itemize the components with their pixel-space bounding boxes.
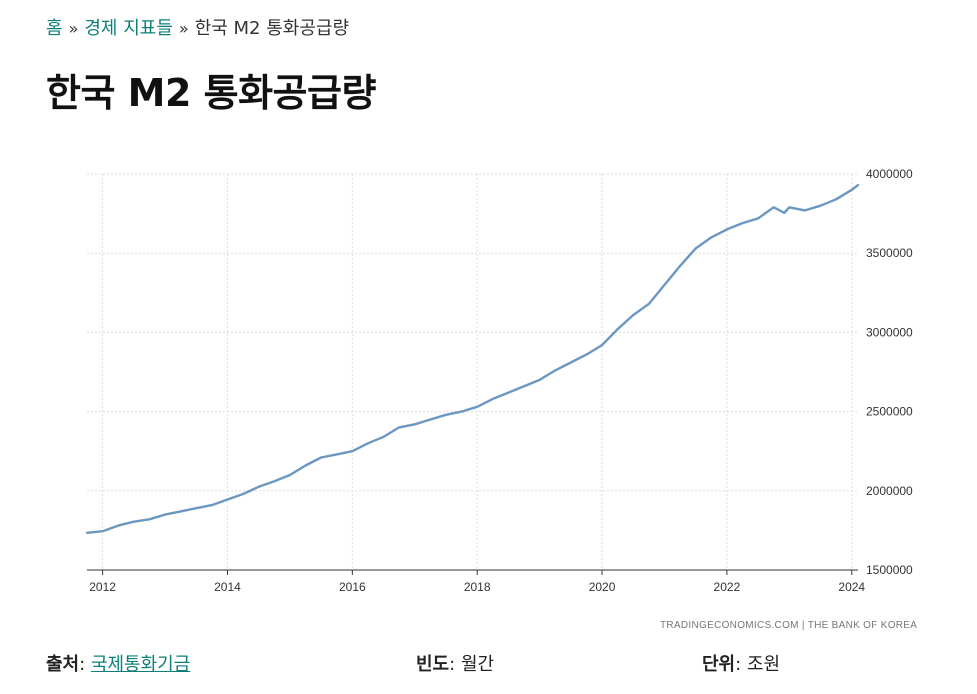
- chart-credit: TRADINGECONOMICS.COM | THE BANK OF KOREA: [660, 620, 917, 631]
- x-tick-label: 2014: [214, 580, 241, 594]
- meta-unit-label: 단위: [702, 654, 736, 675]
- y-tick-label: 3500000: [866, 246, 913, 260]
- breadcrumb-separator: »: [178, 19, 189, 38]
- x-tick-label: 2024: [838, 580, 865, 594]
- credit-provider: TRADINGECONOMICS.COM: [660, 620, 799, 631]
- y-tick-label: 2500000: [866, 405, 913, 419]
- x-tick-label: 2012: [89, 580, 116, 594]
- x-tick-label: 2016: [339, 580, 366, 594]
- x-tick-label: 2020: [589, 580, 616, 594]
- meta-frequency-label: 빈도: [416, 654, 450, 675]
- meta-unit-value: 조원: [746, 654, 781, 675]
- x-tick-label: 2018: [464, 580, 491, 594]
- breadcrumb-current: 한국 M2 통화공급량: [194, 18, 350, 39]
- meta-source: 출처: 국제통화기금: [46, 650, 190, 676]
- meta-unit: 단위: 조원: [702, 650, 780, 676]
- credit-divider: |: [801, 620, 805, 631]
- meta-frequency: 빈도: 월간: [416, 650, 494, 676]
- chart-grid: [87, 173, 858, 571]
- chart-series: [85, 183, 860, 534]
- meta-colon: :: [735, 654, 742, 675]
- y-tick-label: 2000000: [866, 484, 913, 498]
- meta-source-label: 출처: [46, 654, 80, 675]
- breadcrumb-separator: »: [68, 19, 79, 38]
- credit-source: THE BANK OF KOREA: [807, 620, 918, 631]
- chart-axes: 1500000 2000000 2500000 3000000 3500000 40000…: [87, 167, 913, 594]
- meta-colon: :: [449, 654, 456, 675]
- breadcrumb: 홈 » 경제 지표들 » 한국 M2 통화공급량: [46, 14, 349, 40]
- meta-frequency-value: 월간: [460, 654, 495, 675]
- meta-colon: :: [79, 654, 86, 675]
- y-tick-label: 3000000: [866, 325, 913, 339]
- page-title: 한국 M2 통화공급량: [46, 71, 376, 115]
- series-line: [85, 183, 860, 534]
- meta-source-link[interactable]: 국제통화기금: [90, 654, 191, 675]
- y-tick-label: 1500000: [866, 563, 913, 577]
- y-tick-label: 4000000: [866, 167, 913, 181]
- breadcrumb-home-link[interactable]: 홈: [46, 18, 63, 39]
- breadcrumb-category-link[interactable]: 경제 지표들: [84, 18, 173, 39]
- x-tick-label: 2022: [714, 580, 741, 594]
